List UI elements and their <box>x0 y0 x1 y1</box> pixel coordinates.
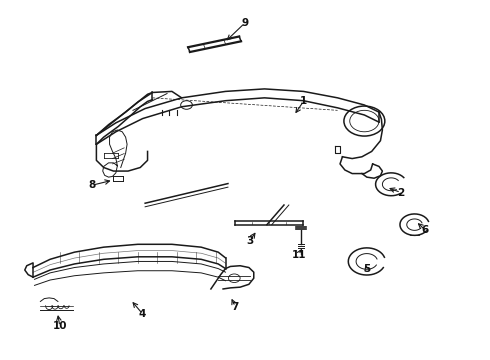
Text: 8: 8 <box>88 180 95 190</box>
Text: 2: 2 <box>397 188 405 198</box>
Text: 4: 4 <box>139 309 147 319</box>
Text: 10: 10 <box>52 321 67 332</box>
Text: 11: 11 <box>292 250 306 260</box>
Text: 1: 1 <box>300 96 307 107</box>
Text: 3: 3 <box>246 236 253 246</box>
Text: 7: 7 <box>232 302 239 312</box>
Text: 5: 5 <box>363 264 370 274</box>
Text: 9: 9 <box>242 18 248 28</box>
Text: 6: 6 <box>422 225 429 235</box>
